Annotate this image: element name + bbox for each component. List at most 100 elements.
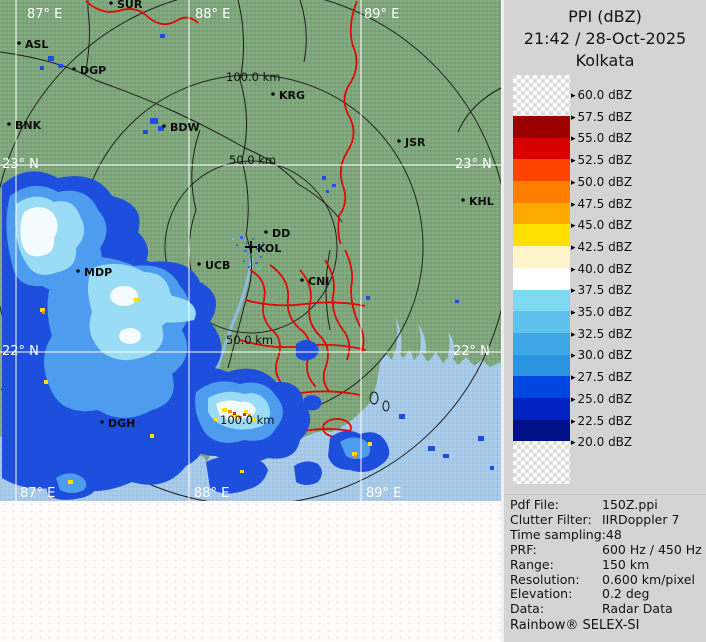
station-label: MDP bbox=[84, 266, 112, 279]
legend-band-color bbox=[513, 354, 570, 377]
blank-area bbox=[0, 501, 501, 642]
station-dot bbox=[100, 420, 104, 424]
info-value: 48 bbox=[605, 526, 622, 542]
legend-label: ▸ 30.0 dBZ bbox=[571, 348, 701, 362]
legend-tick-arrow-icon: ▸ bbox=[571, 242, 576, 253]
legend-label-text: 35.0 dBZ bbox=[577, 305, 633, 319]
legend-tick-arrow-icon: ▸ bbox=[571, 91, 576, 101]
legend-band-nodata bbox=[513, 441, 570, 485]
graticule-label: 23° N bbox=[2, 157, 39, 172]
legend-tick-arrow-icon: ▸ bbox=[571, 308, 576, 318]
scan-datetime: 21:42 / 28-Oct-2025 bbox=[523, 29, 687, 48]
info-label: Time sampling: bbox=[510, 526, 606, 542]
legend-label: ▸ 42.5 dBZ bbox=[571, 240, 701, 254]
panel-header: PPI (dBZ) 21:42 / 28-Oct-2025 Kolkata bbox=[504, 0, 706, 72]
legend-label-text: 50.0 dBZ bbox=[577, 174, 633, 189]
station-label: ASL bbox=[25, 38, 48, 51]
info-label: Pdf File: bbox=[510, 497, 559, 512]
info-label: PRF: bbox=[510, 541, 537, 557]
station-dot bbox=[300, 278, 304, 282]
graticule-label: 89° E bbox=[364, 7, 399, 22]
legend-tick-arrow-icon: ▸ bbox=[571, 438, 576, 449]
legend-label: ▸ 20.0 dBZ bbox=[571, 435, 701, 449]
offshore-islands bbox=[369, 391, 390, 412]
dbz-color-legend: ▸ 60.0 dBZ ▸ 57.5 dBZ ▸ 55.0 dBZ ▸ 52.5 dBZ ▸ 50.… bbox=[504, 75, 706, 495]
legend-band-color bbox=[513, 419, 570, 442]
info-value: 600 Hz / 450 Hz bbox=[602, 541, 702, 557]
info-label: Elevation: bbox=[510, 586, 573, 602]
legend-tick-arrow-icon: ▸ bbox=[571, 134, 576, 145]
info-row: Elevation: 0.2 deg bbox=[510, 586, 704, 602]
legend-label-text: 37.5 dBZ bbox=[577, 283, 633, 298]
radar-site-marker bbox=[245, 241, 257, 253]
legend-label: ▸ 40.0 dBZ bbox=[571, 262, 701, 276]
legend-label-text: 47.5 dBZ bbox=[577, 196, 633, 211]
legend-label: ▸ 55.0 dBZ bbox=[571, 131, 701, 145]
station-label: KRG bbox=[279, 89, 305, 102]
info-row: Range: 150 km bbox=[510, 556, 704, 573]
station-dot bbox=[271, 92, 275, 96]
radar-map-display[interactable]: 100.0 km 50.0 km 50.0 km 100.0 km SUR ASL DGP… bbox=[0, 0, 501, 501]
station-dot bbox=[162, 124, 166, 128]
legend-tick-arrow-icon: ▸ bbox=[571, 177, 576, 188]
legend-label: ▸ 32.5 dBZ bbox=[571, 327, 701, 341]
legend-label-text: 55.0 dBZ bbox=[577, 131, 633, 146]
info-row: Pdf File: 150Z.ppi bbox=[510, 497, 704, 513]
legend-band-color bbox=[513, 159, 570, 182]
legend-tick-arrow-icon: ▸ bbox=[571, 112, 576, 123]
legend-tick-arrow-icon: ▸ bbox=[571, 394, 576, 405]
legend-band-color bbox=[513, 202, 570, 225]
legend-band-color bbox=[513, 137, 570, 160]
legend-band-color bbox=[513, 267, 570, 290]
legend-band-color bbox=[513, 224, 570, 247]
info-row: Data: Radar Data bbox=[510, 601, 704, 617]
station-label: DGP bbox=[80, 64, 106, 77]
legend-tick-arrow-icon: ▸ bbox=[571, 329, 576, 340]
software-branding: Rainbow® SELEX-SI bbox=[510, 618, 640, 633]
panel-separator bbox=[501, 0, 504, 642]
radar-info-panel: PPI (dBZ) 21:42 / 28-Oct-2025 Kolkata ▸ 6… bbox=[504, 0, 706, 642]
legend-label-text: 20.0 dBZ bbox=[577, 435, 633, 450]
graticule-label: 88° E bbox=[194, 486, 229, 501]
info-label: Data: bbox=[510, 601, 545, 617]
range-ring-label: 100.0 km bbox=[226, 70, 280, 84]
info-label: Resolution: bbox=[510, 571, 580, 587]
graticule-label: 22° N bbox=[453, 344, 490, 359]
city-clutter-speckles bbox=[232, 236, 264, 270]
legend-band-color bbox=[513, 116, 570, 138]
legend-band-color bbox=[513, 289, 570, 312]
legend-label: ▸ 45.0 dBZ bbox=[571, 218, 701, 232]
radar-map-svg: 100.0 km 50.0 km 50.0 km 100.0 km SUR ASL DGP… bbox=[0, 0, 501, 501]
info-label: Range: bbox=[510, 556, 554, 572]
station-dot bbox=[76, 269, 80, 273]
station-dot bbox=[264, 230, 268, 234]
panel-divider bbox=[504, 494, 706, 495]
legend-label-text: 25.0 dBZ bbox=[577, 391, 633, 406]
legend-label-text: 45.0 dBZ bbox=[577, 218, 633, 233]
graticule bbox=[0, 0, 501, 501]
info-value: Radar Data bbox=[602, 601, 673, 617]
station-dot bbox=[109, 1, 113, 5]
info-value: IIRDoppler 7 bbox=[602, 511, 680, 527]
range-ring-label: 50.0 km bbox=[226, 333, 273, 347]
info-value: 150Z.ppi bbox=[602, 497, 658, 512]
graticule-label: 88° E bbox=[195, 7, 230, 22]
station-dot bbox=[17, 41, 21, 45]
legend-label: ▸ 22.5 dBZ bbox=[571, 414, 701, 428]
graticule-label: 87° E bbox=[27, 7, 62, 22]
legend-label-text: 27.5 dBZ bbox=[577, 370, 633, 385]
station-dot bbox=[461, 198, 465, 202]
legend-label: ▸ 52.5 dBZ bbox=[571, 153, 701, 167]
legend-label-text: 60.0 dBZ bbox=[577, 88, 633, 102]
legend-label: ▸ 35.0 dBZ bbox=[571, 305, 701, 319]
legend-tick-arrow-icon: ▸ bbox=[571, 416, 576, 427]
info-value: 0.600 km/pixel bbox=[602, 571, 695, 587]
legend-label: ▸ 47.5 dBZ bbox=[571, 197, 701, 211]
range-ring-label: 100.0 km bbox=[220, 413, 274, 427]
info-row: Clutter Filter: IIRDoppler 7 bbox=[510, 511, 704, 528]
legend-band-nodata bbox=[513, 75, 570, 116]
legend-label-text: 42.5 dBZ bbox=[577, 239, 633, 254]
legend-band-color bbox=[513, 376, 570, 398]
graticule-labels: 87° E 88° E 89° E 87° E 88° E 89° E 23° N 22° N… bbox=[2, 7, 492, 501]
legend-label: ▸ 37.5 dBZ bbox=[571, 283, 701, 297]
